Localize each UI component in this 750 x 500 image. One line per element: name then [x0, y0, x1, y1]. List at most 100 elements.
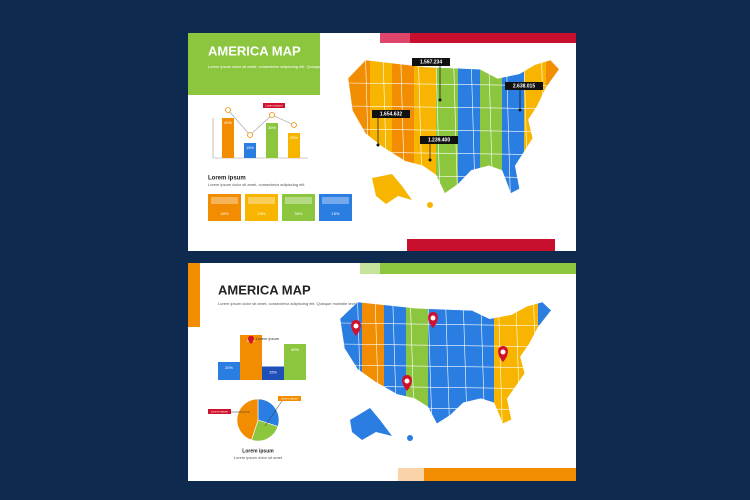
decor-bar [380, 33, 410, 43]
alaska [350, 408, 392, 440]
card-inner [285, 197, 312, 204]
hawaii [407, 435, 413, 441]
bar-label: 40% [224, 120, 232, 125]
state-region [472, 302, 495, 424]
bar-label: 40% [291, 347, 299, 352]
card-inner [322, 197, 349, 204]
tag-label: Lorem ipsum [211, 409, 229, 413]
decor-bar [380, 263, 576, 274]
callout-box [412, 58, 450, 66]
card-label: 15% [257, 211, 265, 216]
caption-title: Lorem ipsum [242, 448, 274, 454]
callout-label: 2.638.015 [513, 84, 535, 90]
map-pin-hole [353, 323, 359, 329]
state-border [340, 322, 552, 327]
map-outline [339, 301, 552, 425]
trend-line [227, 109, 295, 136]
section-title: Lorem ipsum [208, 176, 246, 182]
hawaii [427, 202, 433, 208]
card-label: 15% [331, 211, 339, 216]
card [245, 194, 278, 221]
bar [288, 133, 300, 158]
state-border [348, 105, 560, 110]
state-region [458, 60, 481, 194]
state-border [340, 343, 552, 348]
pie-slice [257, 398, 280, 427]
callout-dot [428, 158, 432, 162]
state-border [445, 302, 450, 424]
tag-label: Lorem ipsum [265, 103, 283, 107]
decor-bar [360, 263, 380, 274]
pie-leader [264, 400, 283, 427]
bar [240, 335, 262, 380]
tag-label: Lorem ipsum [281, 396, 299, 400]
header-box [188, 33, 320, 95]
callout-label: 1.654.632 [380, 112, 402, 118]
decor-bar [407, 239, 555, 251]
decor-bar [188, 263, 200, 327]
callout-label: 1.567.234 [420, 60, 442, 66]
callout-box [420, 136, 458, 144]
title: AMERICA MAP [208, 43, 301, 58]
bar [284, 344, 306, 380]
bar [244, 143, 256, 158]
decor-bar [410, 33, 576, 43]
card-inner [211, 197, 238, 204]
bar-label: 35% [268, 125, 276, 130]
section-text: Lorem ipsum dolor sit amet, consectetur … [208, 182, 305, 187]
card-label: 35% [294, 211, 302, 216]
callout-dot [376, 143, 380, 147]
bar-label: 25% [290, 135, 298, 140]
bar [218, 362, 240, 380]
state-border [453, 60, 458, 194]
callout-label: 1.239.400 [428, 138, 450, 144]
bar-label: 15% [246, 145, 254, 150]
state-region [428, 302, 451, 424]
body-text: Lorem ipsum dolor sit amet, consectetur … [208, 64, 349, 69]
state-region [480, 60, 503, 194]
tag-box [278, 396, 301, 401]
callout-dot [518, 108, 522, 112]
tag-box [263, 103, 285, 108]
callout-box [372, 110, 410, 118]
bar [262, 366, 284, 380]
title: AMERICA MAP [218, 282, 311, 297]
map-pin-hole [404, 378, 410, 384]
pie-slice [251, 419, 279, 442]
caption-text: Lorem ipsum dolor sit amet [234, 455, 283, 460]
bar [266, 123, 278, 158]
state-border [427, 302, 433, 424]
decor-bar [424, 468, 576, 481]
tag-pin [248, 336, 254, 344]
decor-bar [398, 468, 424, 481]
state-region [406, 302, 429, 424]
card-inner [248, 197, 275, 204]
state-region [450, 302, 473, 424]
card [319, 194, 352, 221]
state-border [498, 302, 503, 424]
card [282, 194, 315, 221]
state-region [436, 60, 459, 194]
state-border [435, 60, 441, 194]
bar-label: 15% [269, 370, 277, 375]
card-label: 40% [220, 211, 228, 216]
tag-box [208, 409, 231, 414]
callout-dot [438, 98, 442, 102]
bar [222, 118, 234, 158]
trend-dot [269, 112, 275, 118]
bar-label: 20% [225, 365, 233, 370]
map-outline [347, 59, 560, 194]
trend-dot [225, 107, 231, 113]
tag-label: Lorem ipsum [256, 336, 280, 341]
callout-box [505, 82, 543, 90]
pie-slice [236, 398, 259, 441]
trend-dot [247, 132, 253, 138]
card [208, 194, 241, 221]
alaska [372, 174, 412, 204]
body-text: Lorem ipsum dolor sit amet, consectetur … [218, 301, 359, 306]
map-pin-hole [500, 349, 506, 355]
map-pin-hole [430, 315, 436, 321]
trend-dot [291, 122, 297, 128]
